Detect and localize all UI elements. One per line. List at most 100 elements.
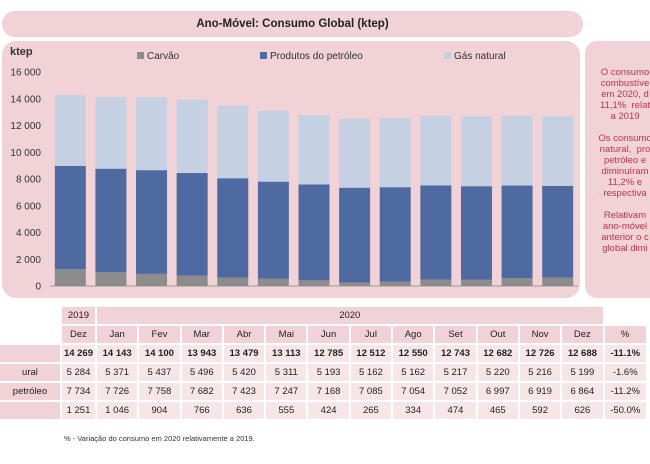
table-cell: 5 437 — [139, 364, 180, 381]
y-tick-label: 4 000 — [16, 228, 41, 239]
table-cell: 12 550 — [393, 345, 434, 362]
side-paragraph: Relativam ano-móvel anterior o c global … — [601, 210, 649, 254]
table-cell: 424 — [308, 402, 349, 419]
blank-cell — [0, 326, 60, 343]
bar-segment-gas — [501, 115, 533, 186]
table-cell: 7 247 — [266, 383, 307, 400]
table-cell: 12 682 — [477, 345, 518, 362]
y-tick-label: 16 000 — [10, 68, 41, 79]
table-cell: 14 143 — [97, 345, 138, 362]
row-label: ural — [0, 364, 60, 381]
table-cell: 5 162 — [350, 364, 392, 381]
bar-segment-petroleo — [95, 168, 127, 273]
y-tick-label: 2 000 — [16, 255, 41, 266]
table-cell: 7 734 — [61, 383, 95, 400]
bar-segment-gas — [257, 110, 289, 182]
table-cell: 1 251 — [61, 402, 95, 419]
table-cell: 474 — [435, 402, 476, 419]
bar-segment-carvao — [136, 273, 168, 286]
row-label — [0, 345, 60, 362]
bar-segment-carvao — [54, 269, 86, 286]
bar-segment-gas — [136, 97, 168, 171]
y-tick-label: 8 000 — [16, 175, 41, 186]
table-row: 1 251 1 046 904 766 636 555 424 265 334 474 465 592… — [0, 402, 646, 419]
table-cell: 14 269 — [61, 345, 95, 362]
y-tick-label: 10 000 — [10, 148, 41, 159]
table-cell: 6 919 — [519, 383, 561, 400]
month-header: Mar — [181, 326, 222, 343]
bar-segment-carvao — [95, 272, 127, 286]
table-cell: 5 420 — [223, 364, 265, 381]
bar-segment-petroleo — [501, 185, 533, 279]
table-cell: 13 479 — [223, 345, 265, 362]
month-header: Jan — [97, 326, 138, 343]
bar-segment-gas — [217, 105, 249, 179]
table-cell: 5 220 — [477, 364, 518, 381]
month-header: Abr — [223, 326, 265, 343]
bar-segment-gas — [460, 116, 492, 187]
month-header: Nov — [519, 326, 561, 343]
table-cell: 12 743 — [435, 345, 476, 362]
year-2019-cell: 2019 — [61, 307, 95, 324]
pct-cell: -50.0% — [604, 402, 646, 419]
bar-segment-gas — [420, 115, 452, 186]
table-cell: 6 864 — [562, 383, 603, 400]
year-2020-cell: 2020 — [97, 307, 603, 324]
bar-segment-gas — [379, 118, 411, 188]
table-cell: 5 193 — [308, 364, 349, 381]
table-cell: 5 162 — [393, 364, 434, 381]
pct-cell: -11.2% — [604, 383, 646, 400]
bar-segment-petroleo — [460, 186, 492, 280]
month-header: Mai — [266, 326, 307, 343]
bar-segment-gas — [54, 95, 86, 166]
bar-segment-petroleo — [136, 170, 168, 274]
month-header: Out — [477, 326, 518, 343]
pct-cell: -11.1% — [604, 345, 646, 362]
bar-segment-carvao — [257, 278, 289, 286]
bar-segment-carvao — [501, 278, 533, 286]
legend-label: Gás natural — [454, 51, 506, 62]
legend-swatch — [260, 52, 267, 59]
table-cell: 626 — [562, 402, 603, 419]
month-header: Dez — [562, 326, 603, 343]
table-cell: 12 785 — [308, 345, 349, 362]
table-cell: 555 — [266, 402, 307, 419]
pct-header: % — [604, 326, 646, 343]
year-row: 2019 2020 — [0, 307, 646, 324]
bar-segment-carvao — [339, 282, 371, 286]
legend-swatch — [137, 52, 144, 59]
table-row: petróleo 7 734 7 726 7 758 7 682 7 423 7 247 7 … — [0, 383, 646, 400]
month-header: Ago — [393, 326, 434, 343]
bar-segment-carvao — [460, 279, 492, 286]
bar-segment-petroleo — [257, 181, 289, 279]
month-row: Dez Jan Fev Mar Abr Mai Jun Jul Ago Set Out Nov Dez% — [0, 326, 646, 343]
table-cell: 5 216 — [519, 364, 561, 381]
y-axis-label: ktep — [10, 46, 33, 58]
table-cell: 7 054 — [393, 383, 434, 400]
table-cell: 904 — [139, 402, 180, 419]
month-header: Fev — [139, 326, 180, 343]
table-cell: 5 199 — [562, 364, 603, 381]
stacked-bar-chart: 0 2 000 4 000 6 000 8 000 10 000 12 000 14 000 1… — [10, 46, 578, 293]
table-cell: 265 — [350, 402, 392, 419]
table-cell: 7 758 — [139, 383, 180, 400]
y-tick-label: 0 — [35, 282, 41, 293]
chart-panel: 0 2 000 4 000 6 000 8 000 10 000 12 000 14 000 1… — [2, 41, 580, 298]
table-row: 14 269 14 143 14 100 13 943 13 479 13 113 12 7… — [0, 345, 646, 362]
footnote: % - Variação do consumo em 2020 relativa… — [64, 434, 255, 443]
table-cell: 13 943 — [181, 345, 222, 362]
table-cell: 5 371 — [97, 364, 138, 381]
table-cell: 5 496 — [181, 364, 222, 381]
bar-segment-gas — [542, 116, 574, 186]
y-tick-label: 6 000 — [16, 201, 41, 212]
table-cell: 7 682 — [181, 383, 222, 400]
bar-segment-carvao — [176, 275, 208, 286]
side-paragraph: Os consumo natural, pro petróleo e dimin… — [598, 133, 650, 199]
table-cell: 14 100 — [139, 345, 180, 362]
chart-title: Ano-Móvel: Consumo Global (ktep) — [2, 11, 583, 37]
month-header: Jul — [350, 326, 392, 343]
bar-segment-gas — [339, 118, 371, 188]
bar-segment-petroleo — [217, 178, 249, 278]
bar-segment-carvao — [379, 281, 411, 286]
table-cell: 7 052 — [435, 383, 476, 400]
